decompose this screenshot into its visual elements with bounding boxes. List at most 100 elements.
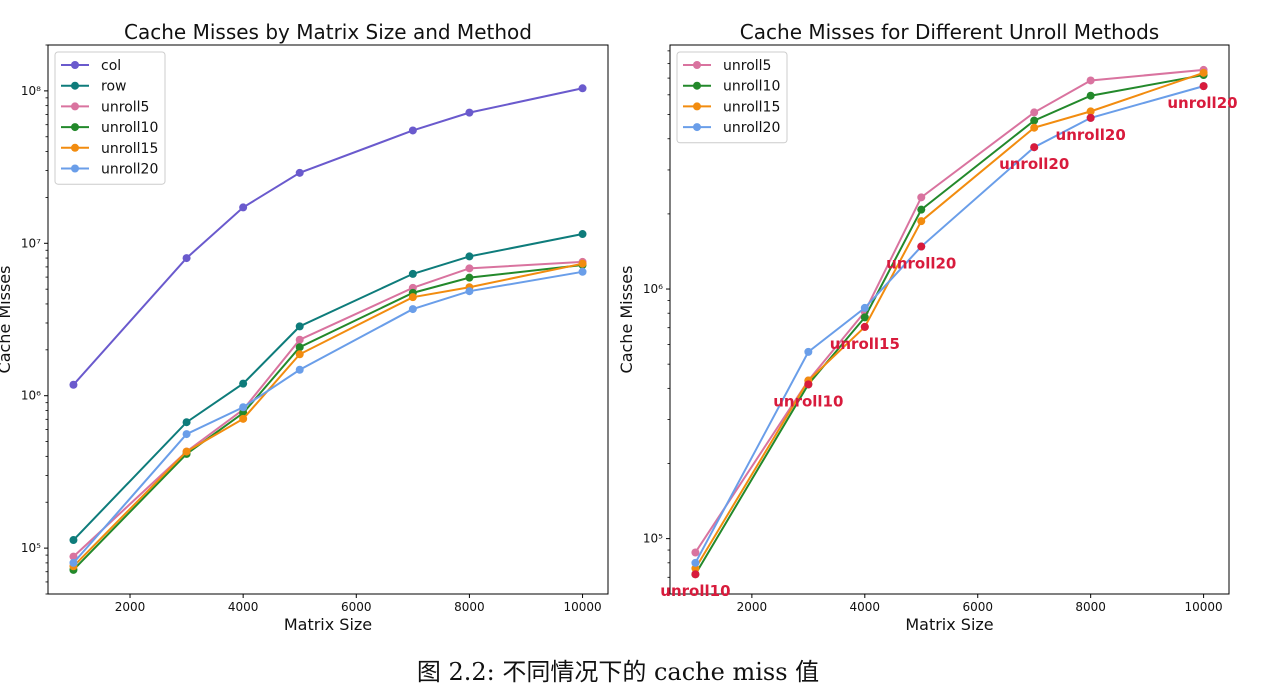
x-axis-label: Matrix Size — [905, 615, 993, 634]
data-point-unroll15 — [1030, 123, 1039, 132]
data-point-unroll20 — [691, 558, 700, 567]
legend-marker-unroll5 — [71, 102, 79, 111]
data-point-row — [69, 536, 78, 545]
y-tick-label: 10⁷ — [21, 236, 41, 250]
legend-marker-unroll20 — [71, 164, 79, 173]
y-tick-label: 10⁸ — [21, 84, 41, 98]
series-line-unroll15 — [694, 71, 1204, 569]
data-point-unroll15 — [1086, 107, 1095, 116]
data-point-unroll20 — [182, 430, 191, 439]
data-point-unroll20 — [408, 305, 417, 314]
data-point-unroll10 — [239, 409, 248, 418]
legend-label-unroll15: unroll15 — [723, 99, 780, 115]
data-point-col — [578, 84, 587, 93]
data-point-unroll15 — [239, 414, 248, 423]
y-tick-label: 10⁶ — [21, 389, 41, 403]
data-point-col — [239, 203, 248, 212]
data-point-unroll5 — [69, 552, 78, 561]
data-point-unroll5 — [691, 548, 700, 557]
data-point-unroll5 — [917, 193, 926, 202]
data-point-row — [465, 252, 474, 261]
legend-marker-unroll20 — [693, 123, 701, 132]
data-point-unroll20 — [578, 267, 587, 276]
y-axis-label: Cache Misses — [617, 266, 636, 374]
series-col — [69, 84, 587, 389]
legend: col row unroll5 unroll10 unroll15 unroll20 — [54, 51, 166, 185]
annotation-label: unroll20 — [999, 155, 1069, 173]
data-point-row — [239, 379, 248, 388]
annotation-label: unroll15 — [830, 335, 900, 353]
legend: unroll5 unroll10 unroll15 unroll20 — [676, 51, 788, 144]
data-point-unroll10 — [1030, 116, 1039, 125]
annotation-label: unroll20 — [1056, 126, 1126, 144]
series-line-unroll10 — [694, 74, 1204, 575]
y-tick-label: 10⁶ — [643, 282, 663, 296]
data-point-unroll10 — [465, 273, 474, 282]
legend-label-unroll10: unroll10 — [101, 120, 158, 136]
legend-frame — [676, 51, 788, 144]
series-unroll15 — [691, 68, 1208, 573]
data-point-unroll15 — [1199, 68, 1208, 77]
legend-label-unroll5: unroll5 — [723, 58, 771, 74]
legend-marker-unroll5 — [693, 61, 701, 69]
legend-marker-unroll15 — [693, 102, 701, 111]
figure-caption: 图 2.2: 不同情况下的 cache miss 值 — [416, 658, 820, 686]
series-line-unroll20 — [72, 270, 583, 564]
x-tick-label: 4000 — [228, 600, 259, 614]
series-unroll15 — [69, 259, 587, 571]
data-point-unroll5 — [465, 264, 474, 273]
legend-label-col: col — [101, 58, 121, 74]
x-axis-label: Matrix Size — [284, 615, 372, 634]
legend-marker-unroll10 — [693, 81, 701, 90]
x-tick-label: 4000 — [850, 600, 881, 614]
series-unroll20 — [69, 267, 587, 567]
series-unroll10 — [69, 261, 587, 574]
data-point-unroll15 — [182, 447, 191, 456]
data-point-col — [465, 108, 474, 117]
data-point-unroll15 — [691, 564, 700, 573]
x-tick-label: 6000 — [341, 600, 372, 614]
legend-label-unroll20: unroll20 — [723, 120, 780, 136]
data-point-row — [295, 322, 304, 331]
annotation-label: unroll10 — [660, 582, 730, 600]
legend-marker-col — [71, 61, 79, 69]
legend-label-unroll20: unroll20 — [101, 162, 158, 178]
data-point-unroll15 — [295, 350, 304, 359]
series-line-unroll20 — [694, 85, 1204, 564]
legend-label-row: row — [101, 79, 126, 95]
data-point-unroll20 — [239, 403, 248, 412]
x-tick-label: 8000 — [1075, 600, 1106, 614]
legend-marker-unroll10 — [71, 123, 79, 132]
x-tick-label: 10000 — [1184, 600, 1222, 614]
highlight-point — [691, 570, 700, 579]
series-unroll20 — [691, 82, 1208, 567]
chart-title: Cache Misses by Matrix Size and Method — [124, 20, 532, 44]
data-point-unroll5 — [1030, 108, 1039, 117]
legend-label-unroll15: unroll15 — [101, 141, 158, 157]
highlight-point — [1199, 82, 1208, 91]
annotation-label: unroll20 — [886, 255, 956, 273]
data-point-col — [69, 380, 78, 389]
y-tick-label: 10⁵ — [21, 541, 41, 555]
highlight-point — [1030, 143, 1039, 152]
series-row — [69, 230, 587, 545]
x-tick-label: 2000 — [737, 600, 768, 614]
data-point-row — [182, 418, 191, 427]
highlight-point — [1086, 113, 1095, 122]
data-point-unroll5 — [295, 335, 304, 344]
data-point-unroll20 — [860, 303, 869, 312]
data-point-row — [408, 269, 417, 278]
data-point-unroll10 — [917, 205, 926, 214]
data-point-row — [578, 230, 587, 239]
y-axis-label: Cache Misses — [0, 266, 14, 374]
plot-frame — [669, 44, 1230, 595]
data-point-col — [295, 168, 304, 177]
data-point-unroll20 — [69, 558, 78, 567]
legend-marker-row — [71, 81, 79, 90]
data-point-unroll10 — [860, 313, 869, 322]
data-point-col — [408, 126, 417, 135]
highlight-point — [860, 322, 869, 331]
series-line-unroll10 — [72, 264, 583, 571]
data-point-unroll10 — [295, 343, 304, 352]
x-tick-label: 10000 — [563, 600, 601, 614]
